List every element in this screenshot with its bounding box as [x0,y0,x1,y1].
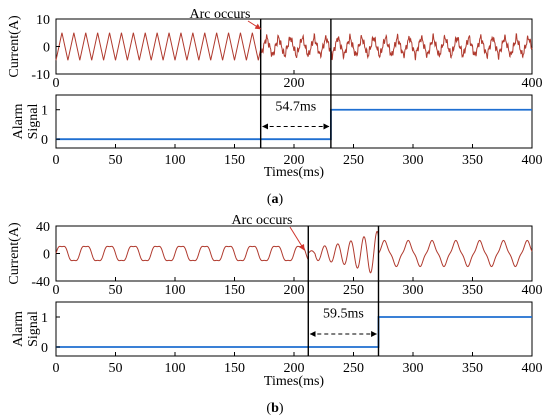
current-x-tick-label: 150 [224,283,245,298]
alarm-x-tick-label: 150 [224,361,245,376]
caption-paren-open: ( [267,192,272,207]
current-y-tick-label: -40 [31,275,50,290]
alarm-x-tick-label: 400 [522,361,543,376]
panel-caption: (b) [266,401,283,416]
current-x-tick-label: 400 [522,76,543,91]
current-y-axis-label: Current(A) [7,222,22,285]
current-series-line-3 [378,239,533,268]
alarm-x-tick-label: 50 [109,361,123,376]
alarm-x-tick-label: 100 [165,153,186,168]
alarm-x-tick-label: 350 [462,361,483,376]
caption-letter: a [272,192,279,207]
panel-b: 400-400 50 100 150 200 250 300 350 400Current(A)… [7,213,543,416]
current-series-line-2 [307,230,379,274]
arc-occurs-annotation: Arc occurs [231,213,292,228]
detection-delay-label: 59.5ms [323,307,364,322]
alarm-x-tick-label: 250 [343,153,364,168]
alarm-y-tick-label: 0 [41,341,48,356]
alarm-y-axis-label-line: Signal [26,311,41,347]
arc-occurs-arrow [289,226,305,251]
panel-caption: (a) [267,192,284,207]
current-x-tick-label: 100 [165,283,186,298]
current-x-tick-label: 200 [284,76,305,91]
alarm-x-tick-label: 150 [224,153,245,168]
alarm-x-tick-label: 200 [284,153,305,168]
current-y-tick-label: -10 [31,68,50,83]
alarm-y-tick-label: 1 [41,311,48,326]
arc-occurs-annotation: Arc occurs [189,7,250,22]
alarm-signal-line [56,316,532,348]
alarm-y-axis-label-line: Alarm [11,311,26,347]
alarm-y-axis-label: AlarmSignal [11,104,41,140]
current-x-tick-label: 300 [403,283,424,298]
current-y-axis-label: Current(A) [7,15,22,78]
current-series-line-1 [55,32,262,61]
alarm-x-axis-label: Times(ms) [264,165,325,180]
alarm-x-tick-label: 0 [53,361,60,376]
current-y-tick-label: 0 [43,41,50,56]
current-x-tick-label: 400 [522,283,543,298]
arc-occurs-arrow [247,20,262,30]
alarm-x-tick-label: 300 [403,361,424,376]
alarm-x-tick-label: 400 [522,153,543,168]
current-x-tick-label: 0 [53,76,60,91]
caption-letter: b [271,401,279,416]
alarm-x-tick-label: 250 [343,361,364,376]
alarm-x-tick-label: 50 [109,153,123,168]
current-x-tick-label: 0 [53,283,60,298]
current-x-tick-label: 350 [462,283,483,298]
alarm-y-tick-label: 1 [41,104,48,119]
current-series-line-1 [55,245,309,262]
alarm-x-tick-label: 350 [462,153,483,168]
caption-paren-close: ) [279,401,284,416]
caption-paren-open: ( [266,401,271,416]
current-y-tick-label: 0 [43,248,50,263]
current-y-tick-label: 40 [36,220,50,235]
alarm-y-axis-label-line: Alarm [11,104,26,140]
alarm-x-tick-label: 300 [403,153,424,168]
alarm-x-axis-label: Times(ms) [264,374,325,389]
current-x-tick-label: 50 [109,283,123,298]
current-x-tick-label: 250 [343,283,364,298]
current-y-tick-label: 10 [36,13,50,28]
detection-delay-label: 54.7ms [275,99,316,114]
alarm-x-tick-label: 200 [284,361,305,376]
current-x-tick-label: 200 [284,283,305,298]
alarm-x-tick-label: 0 [53,153,60,168]
current-series-line-2 [260,32,533,61]
caption-paren-close: ) [279,192,284,207]
alarm-x-tick-label: 100 [165,361,186,376]
alarm-y-axis-label: AlarmSignal [11,311,41,347]
alarm-y-tick-label: 0 [41,133,48,148]
alarm-y-axis-label-line: Signal [26,104,41,140]
